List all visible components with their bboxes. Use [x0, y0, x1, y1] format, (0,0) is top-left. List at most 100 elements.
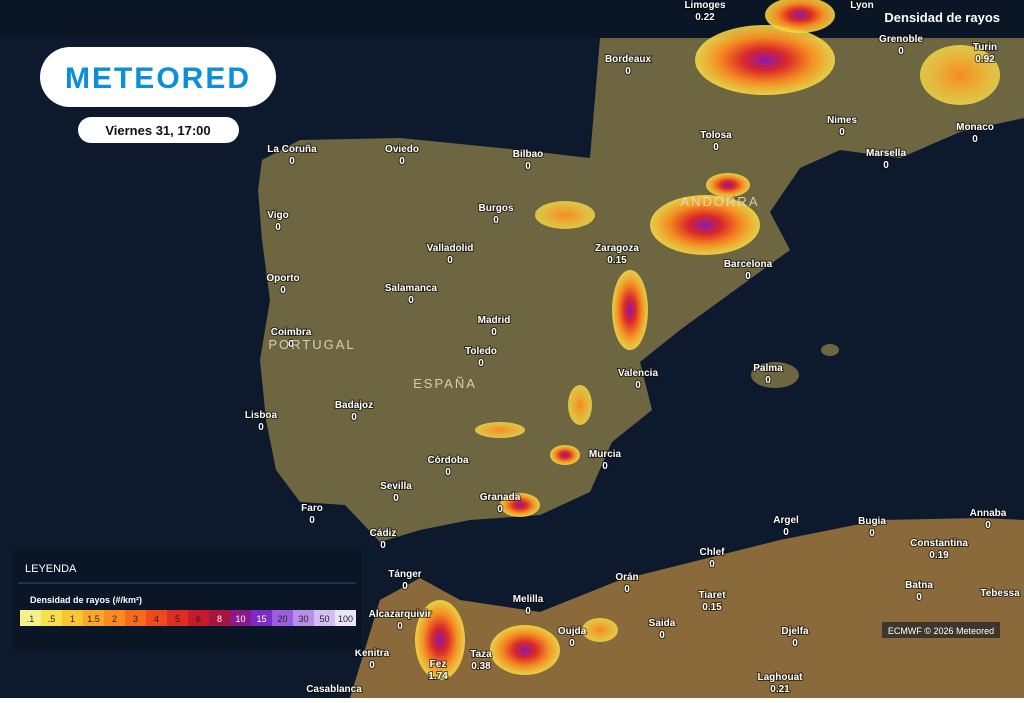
city-value: 0 [525, 161, 531, 172]
legend-label: 50 [319, 614, 329, 624]
city-name: Bilbao [513, 149, 544, 160]
city-value: 0 [839, 127, 845, 138]
city-value: 0 [493, 215, 499, 226]
city-name: Monaco [956, 122, 994, 133]
city-value: 0 [624, 584, 630, 595]
storm [706, 173, 750, 197]
city-value: 0 [393, 493, 399, 504]
city-name: Barcelona [724, 259, 773, 270]
storm [568, 385, 592, 425]
legend-label: 2 [112, 614, 117, 624]
city-value: 1.74 [428, 671, 448, 682]
legend-swatch [293, 610, 314, 626]
datetime-pill [78, 117, 239, 143]
city-value: 0 [369, 660, 375, 671]
legend-label: 3 [133, 614, 138, 624]
city-name: Vigo [267, 210, 288, 221]
city-name: Salamanca [385, 283, 438, 294]
city-name: Valladolid [427, 243, 474, 254]
menorca [821, 344, 839, 356]
storm [582, 618, 618, 642]
legend-swatch [188, 610, 209, 626]
city-name: Zaragoza [595, 243, 639, 254]
city-name: Orán [615, 572, 638, 583]
legend-swatch [83, 610, 104, 626]
legend-label: 20 [277, 614, 287, 624]
city-name: Laghouat [758, 672, 804, 683]
city-name: Bugia [858, 516, 886, 527]
legend-swatch [146, 610, 167, 626]
city-value: 0 [745, 271, 751, 282]
city-name: Limoges [684, 0, 726, 11]
city-name: Granada [480, 492, 521, 503]
credit: ECMWF © 2026 Meteored [888, 626, 994, 636]
city-name: Madrid [478, 315, 511, 326]
city-value: 0 [709, 559, 715, 570]
city-name: Coimbra [271, 327, 312, 338]
legend-label: 15 [256, 614, 266, 624]
city-name: Chlef [700, 547, 726, 558]
storm [415, 600, 465, 680]
layer-title[interactable]: Densidad de rayos [884, 10, 1000, 25]
city-value: 0 [258, 422, 264, 433]
city-name: Saida [649, 618, 676, 629]
city-name: Oujda [558, 626, 587, 637]
city-name: Bordeaux [605, 54, 652, 65]
city-name: Casablanca [306, 684, 362, 695]
storm [765, 0, 835, 33]
legend-panel [12, 550, 362, 650]
city-name: Tebessa [980, 588, 1020, 599]
city-name: La Coruña [267, 144, 317, 155]
city-name: Constantina [910, 538, 968, 549]
legend-swatch [104, 610, 125, 626]
city-value: 0 [713, 142, 719, 153]
city-name: Burgos [479, 203, 514, 214]
storm [475, 422, 525, 438]
legend-swatch [41, 610, 62, 626]
city-value: 0 [792, 638, 798, 649]
storm [612, 270, 648, 350]
legend-swatch [230, 610, 251, 626]
city-name: Toledo [465, 346, 497, 357]
storm [695, 25, 835, 95]
city-name: Batna [905, 580, 933, 591]
country-label: ESPAÑA [413, 376, 477, 391]
city-name: Djelfa [781, 626, 809, 637]
city-value: 0 [445, 467, 451, 478]
country-label: ANDORRA [680, 194, 759, 209]
city-name: Taza [470, 649, 492, 660]
city-value: 0 [351, 412, 357, 423]
legend-title: LEYENDA [25, 563, 77, 575]
city-value: 0.92 [975, 54, 995, 65]
legend-label: .5 [48, 614, 56, 624]
logo-pill [40, 47, 276, 107]
logo: METEORED [65, 62, 251, 95]
city-value: 0 [399, 156, 405, 167]
legend-swatch [62, 610, 83, 626]
city-value: 0 [869, 528, 875, 539]
city-value: 0 [275, 222, 281, 233]
city-value: 0 [497, 504, 503, 515]
city-value: 0 [478, 358, 484, 369]
legend-label: 1 [70, 614, 75, 624]
city-value: 0 [288, 339, 294, 350]
top-bar [0, 0, 1024, 38]
city-value: 0 [916, 592, 922, 603]
city-value: 0 [602, 461, 608, 472]
city-name: Turin [973, 42, 997, 53]
city-value: 0 [447, 255, 453, 266]
city-value: 0.21 [770, 684, 790, 695]
city-name: Córdoba [427, 455, 469, 466]
legend-label: .1 [27, 614, 35, 624]
storms [415, 0, 1000, 680]
city-value: 0 [491, 327, 497, 338]
legend-label: 4 [154, 614, 159, 624]
city-value: 0 [635, 380, 641, 391]
city-value: 0 [659, 630, 665, 641]
city-value: 0.15 [607, 255, 627, 266]
storm [490, 625, 560, 675]
city-name: Melilla [513, 594, 544, 605]
city-name: Grenoble [879, 34, 923, 45]
